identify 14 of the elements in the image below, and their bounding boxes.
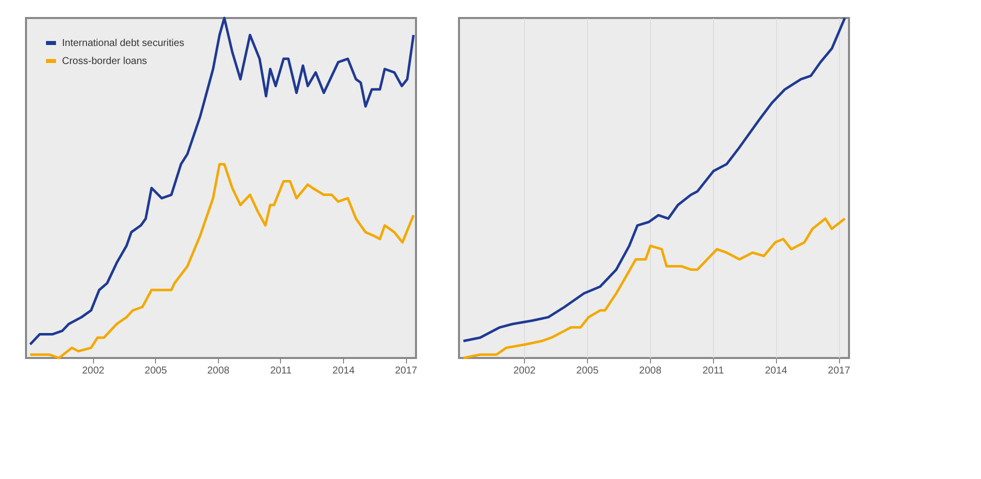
x-tick-label: 2005 [144,366,168,376]
x-tick-label: 2005 [576,366,599,376]
x-tick-label: 2017 [828,366,851,376]
x-tick-label: 2002 [82,366,105,376]
x-tick-label: 2017 [394,366,418,376]
legend-label: Cross-border loans [62,56,148,67]
x-tick-label: 2011 [702,366,724,376]
legend-label: International debt securities [62,38,184,49]
x-tick-label: 2011 [270,366,292,376]
x-tick-label: 2014 [764,366,788,376]
x-tick-label: 2002 [513,366,536,376]
x-tick-label: 2008 [207,366,230,376]
x-tick-label: 2008 [639,366,662,376]
x-tick-label: 2014 [332,366,356,376]
